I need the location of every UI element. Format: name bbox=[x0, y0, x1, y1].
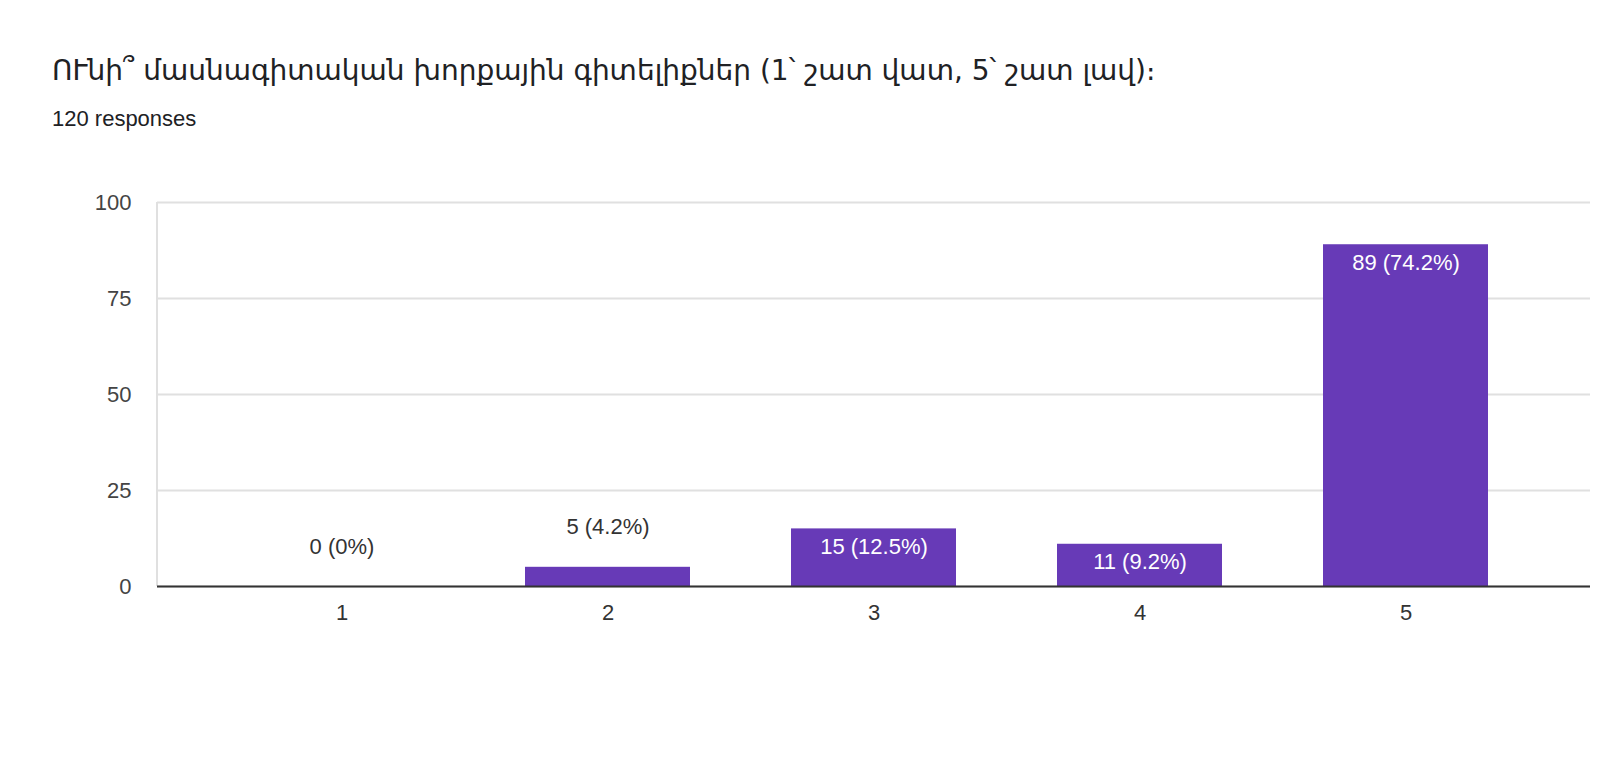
svg-text:50: 50 bbox=[107, 382, 131, 407]
svg-text:11 (9.2%): 11 (9.2%) bbox=[1093, 549, 1187, 574]
svg-text:3: 3 bbox=[868, 600, 880, 625]
svg-text:0: 0 bbox=[119, 574, 131, 599]
svg-text:5 (4.2%): 5 (4.2%) bbox=[566, 514, 649, 539]
svg-text:2: 2 bbox=[602, 600, 614, 625]
svg-text:75: 75 bbox=[107, 286, 131, 311]
svg-text:100: 100 bbox=[95, 190, 132, 215]
svg-text:0 (0%): 0 (0%) bbox=[310, 534, 375, 559]
svg-text:1: 1 bbox=[336, 600, 348, 625]
svg-text:5: 5 bbox=[1400, 600, 1412, 625]
svg-text:15 (12.5%): 15 (12.5%) bbox=[820, 534, 928, 559]
svg-text:4: 4 bbox=[1134, 600, 1146, 625]
html-text:120 responses: 120 responses bbox=[52, 106, 197, 131]
svg-text:25: 25 bbox=[107, 478, 131, 503]
svg-text:89 (74.2%): 89 (74.2%) bbox=[1352, 250, 1460, 275]
html-text:ՈՒնի՞ մասնագիտական խորքային գի: ՈՒնի՞ մասնագիտական խորքային գիտելիքներ (… bbox=[52, 54, 1156, 87]
